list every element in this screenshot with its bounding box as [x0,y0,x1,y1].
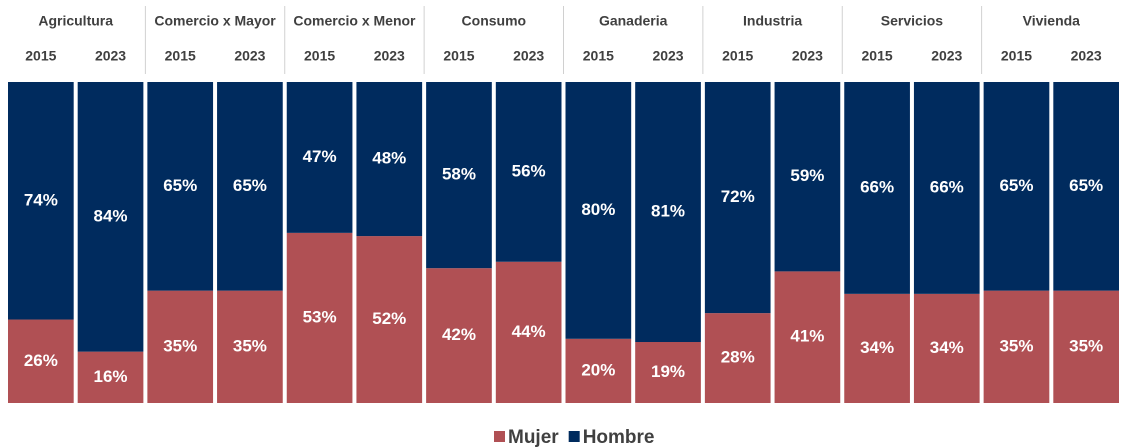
x-tick-label: 2023 [931,48,962,64]
bar-segment [774,271,841,403]
group-label: Consumo [462,13,527,29]
data-label: 81% [651,201,685,220]
bar-segment [495,261,562,403]
x-tick-label: 2023 [652,48,683,64]
bar-segment [844,82,910,294]
x-tick-label: 2015 [1001,48,1032,64]
legend-swatch [494,431,505,442]
data-label: 47% [303,147,337,166]
bar-segment [774,82,841,272]
x-tick-label: 2023 [1071,48,1102,64]
x-tick-label: 2023 [374,48,405,64]
data-label: 16% [94,367,128,386]
x-tick-label: 2015 [722,48,753,64]
bar-segment [565,338,632,403]
bar-segment [1053,82,1119,291]
data-label: 26% [24,351,58,370]
x-tick-label: 2015 [25,48,56,64]
x-tick-label: 2015 [862,48,893,64]
data-label: 56% [512,161,546,180]
bar-segment [983,290,1050,403]
bar-segment [147,82,214,291]
data-label: 35% [999,336,1033,355]
data-label: 34% [860,338,894,357]
data-label: 65% [1069,176,1103,195]
x-tick-label: 2023 [95,48,126,64]
data-label: 66% [860,177,894,196]
bar-segment [77,82,144,352]
data-label: 84% [94,206,128,225]
bar-segment [356,82,423,237]
group-label: Comercio x Menor [293,13,416,29]
legend-swatch [568,431,580,442]
bar-segment [286,232,353,403]
bar-segment [704,82,771,314]
data-label: 19% [651,362,685,381]
bar-segment [983,82,1050,291]
x-tick-label: 2015 [304,48,335,64]
bar-segment [704,313,771,403]
bar-segment [147,290,214,403]
bar-segment [565,82,632,339]
data-label: 72% [721,187,755,206]
legend-label: Hombre [583,427,655,448]
data-label: 34% [930,338,964,357]
bar-segment [8,82,74,320]
data-label: 59% [790,166,824,185]
x-tick-label: 2023 [513,48,544,64]
data-label: 35% [163,336,197,355]
x-tick-label: 2023 [234,48,265,64]
bar-segment [356,236,423,403]
bar-segment [495,82,562,262]
group-label: Comercio x Mayor [154,13,276,29]
data-label: 35% [233,336,267,355]
bar-segment [286,82,353,233]
bar-segment [635,342,701,403]
data-label: 74% [24,190,58,209]
data-label: 66% [930,177,964,196]
group-label: Agricultura [38,13,113,29]
x-tick-label: 2015 [583,48,614,64]
legend-label: Mujer [508,427,559,448]
data-label: 35% [1069,336,1103,355]
group-label: Servicios [881,13,943,29]
bar-segment [217,290,283,403]
bar-segment [8,319,74,403]
data-label: 58% [442,165,476,184]
x-tick-label: 2015 [165,48,196,64]
x-tick-label: 2023 [792,48,823,64]
data-label: 44% [512,322,546,341]
group-label: Vivienda [1023,13,1081,29]
data-label: 65% [233,176,267,195]
bar-segment [913,82,980,294]
data-label: 48% [372,149,406,168]
data-label: 65% [163,176,197,195]
bar-segment [217,82,283,291]
data-label: 42% [442,325,476,344]
x-tick-label: 2015 [443,48,474,64]
data-label: 20% [581,360,615,379]
bar-segment [426,268,492,403]
group-label: Ganaderia [599,13,668,29]
data-label: 65% [999,176,1033,195]
data-label: 52% [372,309,406,328]
bar-segment [635,82,701,343]
bar-segment [426,82,492,269]
group-label: Industria [743,13,802,29]
data-label: 28% [721,348,755,367]
bar-segment [913,293,980,403]
data-label: 80% [581,200,615,219]
data-label: 41% [790,327,824,346]
bar-segment [77,351,144,403]
data-label: 53% [303,307,337,326]
bar-segment [1053,290,1119,403]
bar-segment [844,293,910,403]
